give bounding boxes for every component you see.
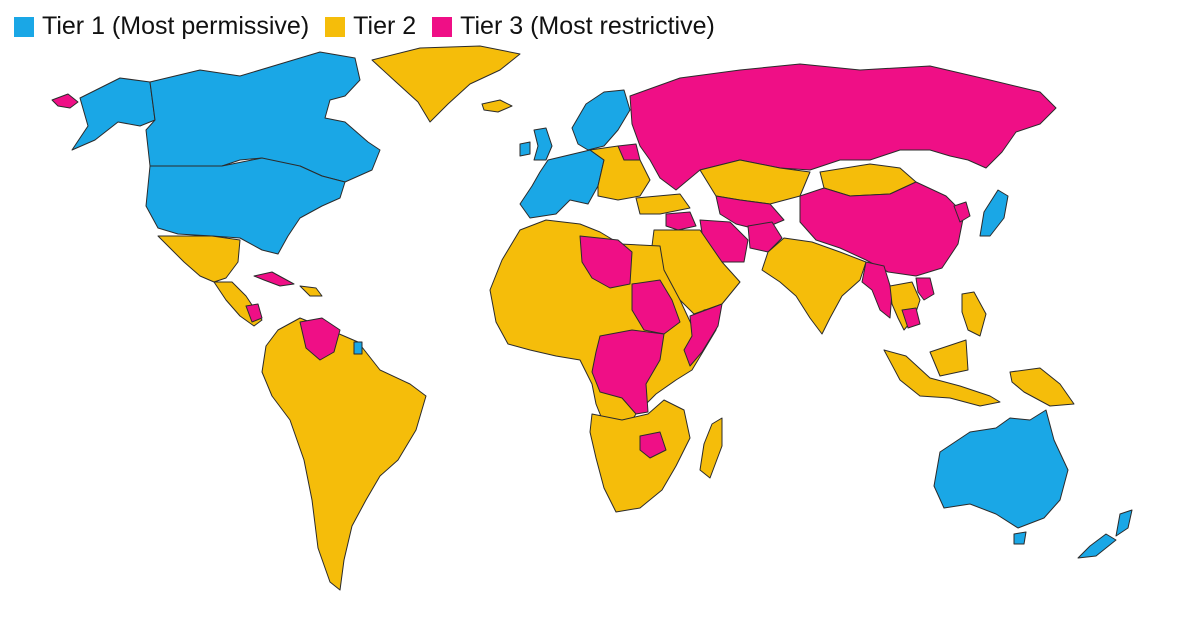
legend-label-tier1: Tier 1 (Most permissive) bbox=[42, 12, 310, 40]
legend-swatch-tier1 bbox=[14, 16, 34, 37]
legend-label-tier3: Tier 3 (Most restrictive) bbox=[460, 12, 715, 40]
legend-item-tier3: Tier 3 (Most restrictive) bbox=[432, 12, 715, 41]
region-chukotka bbox=[51, 93, 79, 109]
region-usa bbox=[145, 157, 346, 255]
region-myanmar bbox=[861, 261, 893, 319]
region-cuba bbox=[253, 271, 295, 287]
region-belarus bbox=[617, 143, 641, 161]
region-central-africa bbox=[591, 329, 665, 415]
region-southern-africa bbox=[589, 399, 691, 513]
region-zimbabwe bbox=[639, 431, 667, 459]
region-png bbox=[1009, 367, 1075, 407]
region-philippines bbox=[961, 291, 987, 337]
region-south-america bbox=[261, 317, 427, 591]
region-greenland bbox=[371, 45, 521, 123]
region-cambodia bbox=[901, 307, 921, 329]
region-ireland bbox=[519, 141, 531, 157]
legend-swatch-tier3 bbox=[432, 16, 453, 37]
region-venezuela bbox=[299, 317, 341, 361]
region-scandinavia bbox=[571, 89, 631, 151]
region-madagascar bbox=[699, 417, 723, 479]
region-caribbean bbox=[299, 285, 323, 297]
legend-swatch-tier2 bbox=[325, 16, 346, 37]
region-somalia bbox=[683, 303, 723, 367]
region-libya bbox=[579, 235, 633, 289]
region-afghanistan bbox=[747, 221, 783, 253]
legend-item-tier2: Tier 2 bbox=[325, 12, 416, 41]
region-western-europe bbox=[519, 149, 605, 219]
region-iceland bbox=[481, 99, 513, 113]
legend-label-tier2: Tier 2 bbox=[353, 12, 417, 40]
legend-item-tier1: Tier 1 (Most permissive) bbox=[14, 12, 309, 41]
region-tasmania bbox=[1013, 531, 1027, 545]
region-new-zealand bbox=[1077, 509, 1133, 559]
region-alaska bbox=[71, 77, 156, 151]
region-north-africa bbox=[489, 219, 721, 433]
region-china bbox=[799, 181, 965, 277]
region-french-guiana bbox=[353, 341, 363, 355]
region-russia bbox=[629, 63, 1057, 191]
region-pakistan-india bbox=[761, 237, 867, 335]
region-korea-north bbox=[953, 201, 971, 223]
region-mexico bbox=[157, 235, 241, 283]
region-australia bbox=[933, 409, 1069, 529]
region-turkey bbox=[635, 193, 691, 215]
region-syria bbox=[665, 211, 697, 231]
region-uk bbox=[533, 127, 553, 161]
region-sudan bbox=[631, 279, 681, 335]
region-nicaragua bbox=[245, 303, 263, 323]
region-vietnam bbox=[915, 277, 935, 301]
legend: Tier 1 (Most permissive) Tier 2 Tier 3 (… bbox=[14, 12, 731, 41]
region-indonesia bbox=[883, 339, 1001, 407]
region-japan bbox=[979, 189, 1009, 237]
